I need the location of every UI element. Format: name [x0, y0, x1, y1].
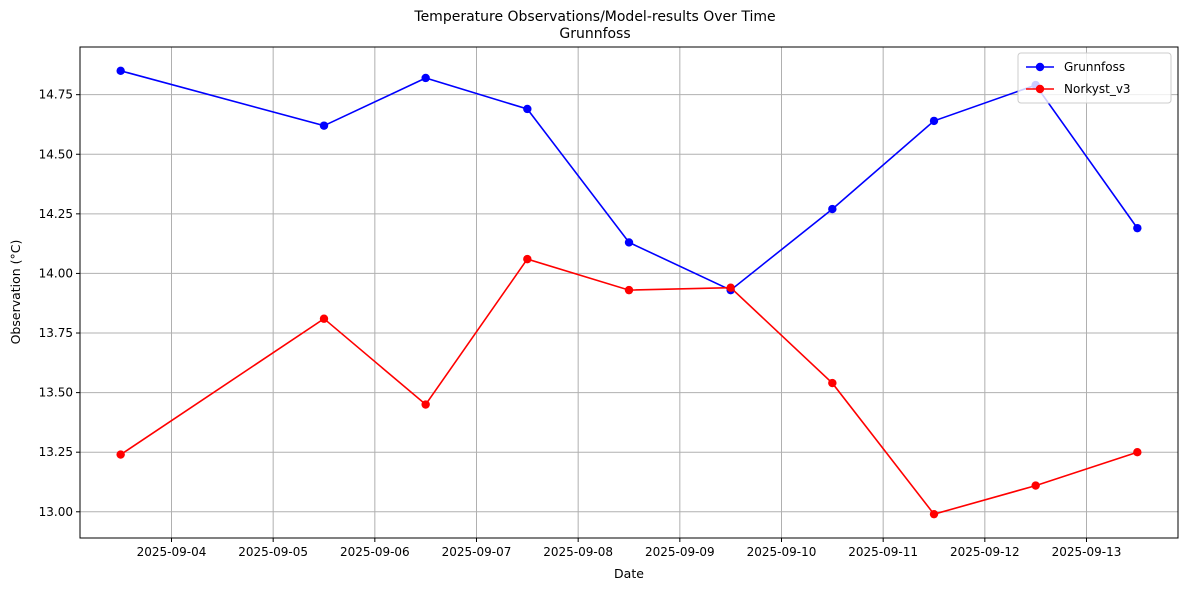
- series-line-grunnfoss: [120, 70, 1138, 292]
- data-point-grunnfoss: [116, 66, 125, 76]
- grid: [80, 47, 1178, 538]
- legend-label-grunnfoss: Grunnfoss: [1064, 60, 1125, 74]
- data-point-grunnfoss: [624, 238, 634, 247]
- x-tick-label: 2025-09-12: [950, 545, 1020, 559]
- data-point-grunnfoss: [523, 104, 532, 114]
- legend-label-norkyst-v3: Norkyst_v3: [1064, 82, 1131, 96]
- data-point-norkyst-v3: [1031, 481, 1040, 490]
- data-point-norkyst-v3: [828, 378, 837, 388]
- x-tick-label: 2025-09-09: [645, 545, 715, 559]
- chart-title: Temperature Observations/Model-results O…: [413, 9, 775, 25]
- data-point-norkyst-v3: [929, 509, 939, 519]
- series-line-norkyst-v3: [120, 258, 1138, 516]
- plot-series: [116, 66, 1142, 519]
- x-tick-label: 2025-09-05: [238, 545, 308, 559]
- data-point-grunnfoss: [319, 121, 329, 130]
- x-tick-label: 2025-09-06: [340, 545, 410, 559]
- y-tick-label: 13.00: [39, 505, 73, 519]
- y-tick-label: 14.00: [39, 266, 73, 280]
- x-tick-label: 2025-09-04: [137, 545, 207, 559]
- data-point-norkyst-v3: [421, 400, 430, 409]
- x-tick-label: 2025-09-13: [1052, 545, 1122, 559]
- plot-frame: [79, 46, 1179, 539]
- x-axis-label: Date: [614, 566, 644, 581]
- y-tick-label: 13.25: [39, 445, 73, 459]
- legend-marker-grunnfoss: [1035, 62, 1045, 72]
- chart-subtitle: Grunnfoss: [559, 26, 630, 42]
- axis-ticks: 2025-09-04 2025-09-05 2025-09-06 2025-09-07…: [39, 88, 1122, 559]
- y-tick-label: 13.75: [39, 326, 73, 340]
- y-tick-label: 14.25: [39, 207, 73, 221]
- x-tick-label: 2025-09-11: [848, 545, 918, 559]
- data-point-norkyst-v3: [116, 450, 125, 459]
- data-point-norkyst-v3: [1133, 447, 1142, 457]
- legend-box: [1017, 52, 1172, 104]
- data-point-norkyst-v3: [319, 314, 329, 323]
- data-point-grunnfoss: [421, 73, 430, 83]
- data-point-grunnfoss: [1133, 223, 1142, 233]
- data-point-norkyst-v3: [726, 283, 735, 292]
- y-tick-label: 14.75: [39, 88, 73, 102]
- data-point-norkyst-v3: [624, 285, 634, 295]
- x-tick-label: 2025-09-07: [442, 545, 512, 559]
- data-point-grunnfoss: [828, 204, 837, 214]
- data-point-grunnfoss: [929, 116, 939, 126]
- x-tick-label: 2025-09-08: [543, 545, 613, 559]
- data-point-norkyst-v3: [523, 254, 532, 264]
- x-tick-label: 2025-09-10: [747, 545, 817, 559]
- y-tick-label: 13.50: [39, 386, 73, 400]
- y-tick-label: 14.50: [39, 147, 73, 161]
- legend: Grunnfoss Norkyst_v3: [1017, 52, 1172, 104]
- y-axis-label: Observation (°C): [8, 240, 23, 345]
- legend-marker-norkyst-v3: [1035, 84, 1045, 94]
